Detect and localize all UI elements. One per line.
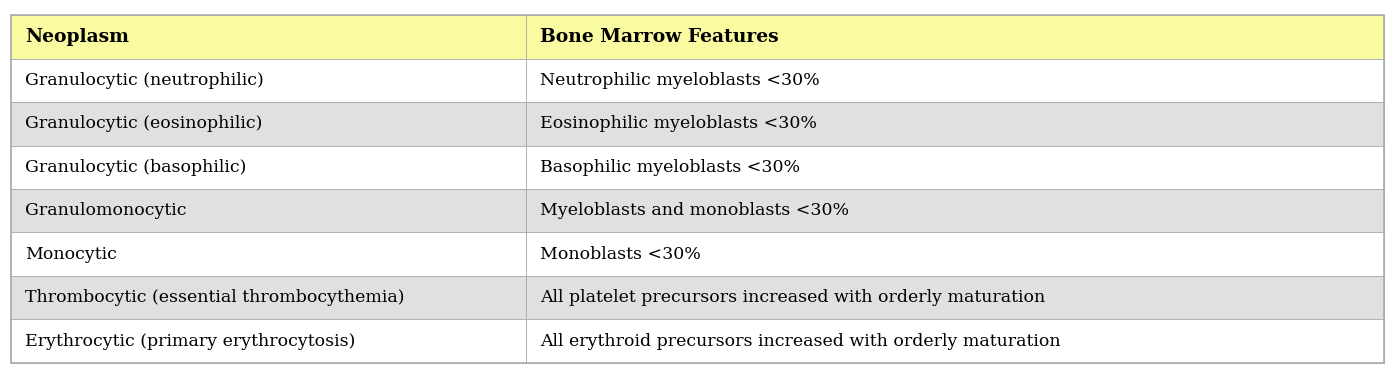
Text: Eosinophilic myeloblasts <30%: Eosinophilic myeloblasts <30% <box>540 115 817 132</box>
Text: Neutrophilic myeloblasts <30%: Neutrophilic myeloblasts <30% <box>540 72 820 89</box>
Bar <box>11 189 526 232</box>
Bar <box>526 59 1384 102</box>
Bar <box>526 232 1384 276</box>
Bar <box>11 319 526 363</box>
Bar <box>526 189 1384 232</box>
Text: All platelet precursors increased with orderly maturation: All platelet precursors increased with o… <box>540 289 1045 306</box>
Text: Granulocytic (neutrophilic): Granulocytic (neutrophilic) <box>25 72 264 89</box>
Text: Neoplasm: Neoplasm <box>25 28 128 46</box>
Text: Myeloblasts and monoblasts <30%: Myeloblasts and monoblasts <30% <box>540 202 850 219</box>
Text: Granulocytic (basophilic): Granulocytic (basophilic) <box>25 159 247 176</box>
Text: All erythroid precursors increased with orderly maturation: All erythroid precursors increased with … <box>540 333 1060 350</box>
Bar <box>11 59 526 102</box>
Text: Thrombocytic (essential thrombocythemia): Thrombocytic (essential thrombocythemia) <box>25 289 405 306</box>
Bar <box>11 232 526 276</box>
Bar <box>526 15 1384 59</box>
Bar <box>526 146 1384 189</box>
Bar <box>526 102 1384 146</box>
Text: Erythrocytic (primary erythrocytosis): Erythrocytic (primary erythrocytosis) <box>25 333 356 350</box>
Text: Basophilic myeloblasts <30%: Basophilic myeloblasts <30% <box>540 159 799 176</box>
Bar <box>526 319 1384 363</box>
Bar <box>11 15 526 59</box>
Text: Monocytic: Monocytic <box>25 246 117 263</box>
Text: Bone Marrow Features: Bone Marrow Features <box>540 28 778 46</box>
Text: Granulomonocytic: Granulomonocytic <box>25 202 187 219</box>
Text: Monoblasts <30%: Monoblasts <30% <box>540 246 700 263</box>
Bar <box>526 276 1384 319</box>
Text: Granulocytic (eosinophilic): Granulocytic (eosinophilic) <box>25 115 262 132</box>
Bar <box>11 146 526 189</box>
Bar <box>11 102 526 146</box>
Bar <box>11 276 526 319</box>
